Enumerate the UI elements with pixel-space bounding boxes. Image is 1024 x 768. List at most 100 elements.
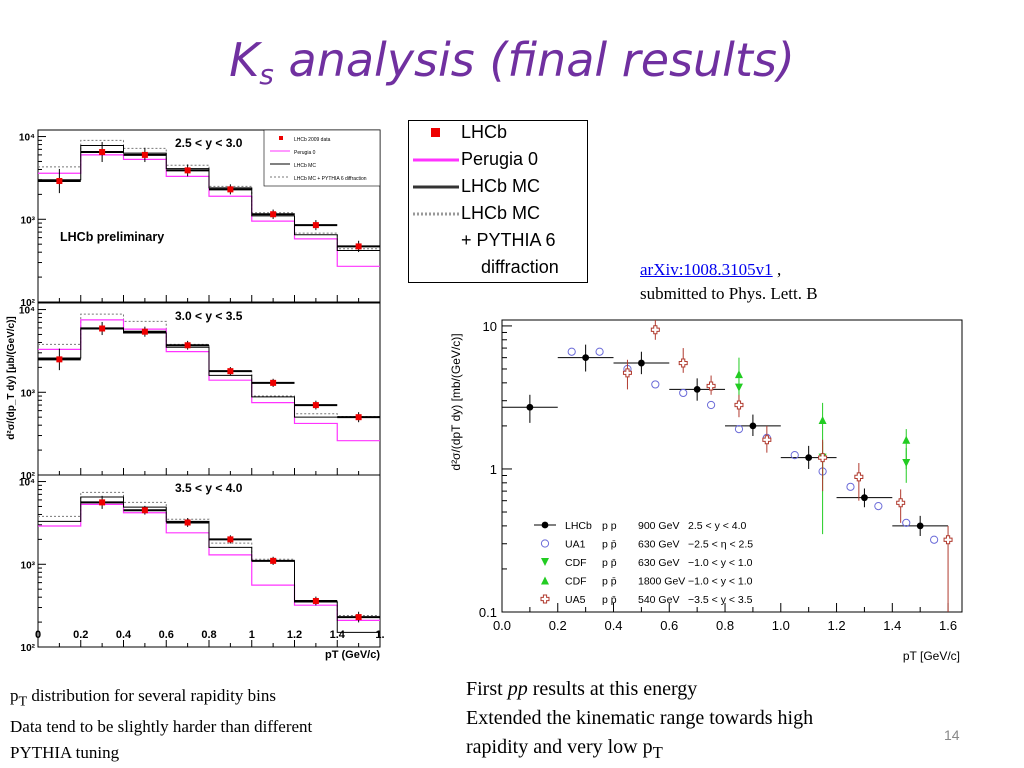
- legend-experiment: CDF: [565, 576, 587, 588]
- data-point: [902, 435, 911, 444]
- y-tick-label: 10³: [21, 215, 36, 226]
- arxiv-link[interactable]: arXiv:1008.3105v1: [640, 260, 773, 279]
- y-tick-label: 10⁴: [19, 133, 35, 144]
- data-point: [595, 347, 604, 356]
- data-point: [762, 435, 772, 445]
- legend-marker: [540, 594, 550, 604]
- note-pt-sub: T: [18, 693, 28, 710]
- inner-legend: LHCb 2009 data Perugia 0 LHCb MC LHCb MC + …: [263, 129, 381, 187]
- panel-frame: [37, 474, 381, 648]
- x-tick-label: 0.4: [604, 618, 622, 633]
- inner-legend-label: Perugia 0: [294, 150, 316, 156]
- data-point: [227, 186, 234, 193]
- notes-left: pT distribution for several rapidity bin…: [10, 683, 312, 766]
- data-point: [582, 354, 590, 362]
- legend-item-lhcb-mc: LHCb MC: [409, 176, 587, 198]
- data-point: [818, 415, 827, 424]
- note-left-line-2: Data tend to be slightly harder than dif…: [10, 717, 313, 737]
- data-point: [184, 519, 191, 526]
- data-point: [650, 325, 660, 335]
- x-tick-label: 0.8: [716, 618, 734, 633]
- note-text: distribution for several rapidity bins: [27, 686, 276, 705]
- data-point: [355, 414, 362, 421]
- inner-legend-label: LHCb MC: [294, 163, 316, 169]
- data-point: [678, 358, 688, 368]
- data-point: [355, 614, 362, 621]
- y-tick-label: 10²: [21, 298, 36, 309]
- data-point: [651, 380, 660, 389]
- note-left-line-3: PYTHIA tuning: [10, 743, 120, 763]
- legend-label: Perugia 0: [461, 149, 539, 169]
- data-point: [141, 328, 148, 335]
- data-point: [355, 243, 362, 250]
- note-right-line-3: rapidity and very low pT: [466, 733, 813, 767]
- data-point: [896, 498, 906, 508]
- note-pp: pp: [507, 678, 528, 700]
- note-text: First: [466, 678, 508, 700]
- data-point: [846, 482, 855, 491]
- legend-experiment: LHCb: [565, 520, 592, 532]
- data-point: [526, 403, 534, 411]
- legend-marker-red-square: [431, 128, 440, 137]
- legend-range: −1.0 < y < 1.0: [688, 576, 753, 588]
- series-lhcb: [502, 344, 949, 536]
- slide-number: 14: [944, 727, 960, 743]
- legend-marker: [541, 576, 549, 585]
- legend-range: 2.5 < y < 4.0: [688, 520, 747, 532]
- series-ua5: [622, 320, 953, 612]
- slide-title: Ks analysis (final results): [0, 30, 1024, 105]
- arxiv-comma: ,: [772, 260, 782, 279]
- note-text: results at this energy: [527, 678, 698, 700]
- data-point: [56, 178, 63, 185]
- legend-energy: 540 GeV: [638, 594, 679, 606]
- data-point: [943, 535, 953, 545]
- data-point: [861, 494, 868, 502]
- y-axis-title: d²σ/(dp_T dy) [μb/(GeV/c)]: [6, 316, 17, 440]
- y-axis-title: d²σ/(dpT dy) [mb/(GeV/c)]: [449, 333, 463, 470]
- title-subscript: s: [259, 58, 274, 91]
- note-text: rapidity and very low p: [466, 736, 653, 758]
- legend-label: LHCb: [461, 122, 508, 142]
- plot-frame: [501, 319, 963, 613]
- data-point: [622, 368, 632, 378]
- world-data-comparison-chart: 10 1 0.10.0 0.2 0.4 0.6 0.8 1.0 1.2 1.4 1.6 pT [GeV…: [449, 319, 963, 663]
- lhcb-histogram-chart: 10⁴ 10³ 10² 2.5 < y < 3.0 10⁴ 10³ 10² 3.0 < y <…: [6, 129, 385, 661]
- data-point: [693, 385, 701, 393]
- legend-range: −3.5 < y < 3.5: [688, 594, 753, 606]
- legend-item-lhcb-mc-diffraction: LHCb MC + PYTHIA 6 diffraction: [409, 203, 587, 281]
- note-pt-sub: T: [652, 743, 663, 762]
- data-point: [679, 388, 688, 398]
- x-tick-label: 0: [35, 629, 41, 641]
- x-tick-label: 1.4: [883, 618, 901, 633]
- y-tick-label: 10⁴: [19, 478, 35, 489]
- x-tick-label: 1: [249, 629, 255, 641]
- legend-item-lhcb: LHCb: [409, 122, 587, 144]
- legend-label-line2: + PYTHIA 6: [461, 230, 556, 250]
- legend-line-magenta: [413, 158, 459, 162]
- y-tick-label: 10: [483, 319, 497, 334]
- data-point: [312, 402, 319, 409]
- x-axis-title: pT [GeV/c]: [903, 649, 960, 663]
- data-point: [854, 472, 864, 482]
- legend-line-black: [413, 185, 459, 189]
- data-point: [184, 342, 191, 349]
- rapidity-bin-label: 3.5 < y < 4.0: [175, 481, 243, 495]
- x-tick-label: 0.0: [493, 618, 511, 633]
- data-point: [706, 381, 716, 391]
- x-tick-label: 1.2: [828, 618, 846, 633]
- y-tick-label: 10³: [21, 388, 36, 399]
- y-tick-label: 1: [490, 462, 497, 477]
- title-rest: analysis (final results): [273, 33, 795, 87]
- data-point: [567, 347, 576, 356]
- series-ua1: [567, 347, 939, 544]
- y-tick-label: 0.1: [479, 605, 497, 620]
- x-tick-label: 0.6: [159, 629, 174, 641]
- legend-beam: p p: [602, 520, 617, 532]
- comparison-legend: LHCb Perugia 0 LHCb MC LHCb MC + PYTHIA …: [408, 120, 588, 283]
- data-point: [818, 453, 828, 463]
- histogram-perugia0: [38, 319, 380, 442]
- legend-range: −1.0 < y < 1.0: [688, 557, 753, 569]
- x-tick-label: 1.4: [330, 629, 346, 641]
- x-tick-label: 0.2: [549, 618, 567, 633]
- data-point: [749, 422, 757, 430]
